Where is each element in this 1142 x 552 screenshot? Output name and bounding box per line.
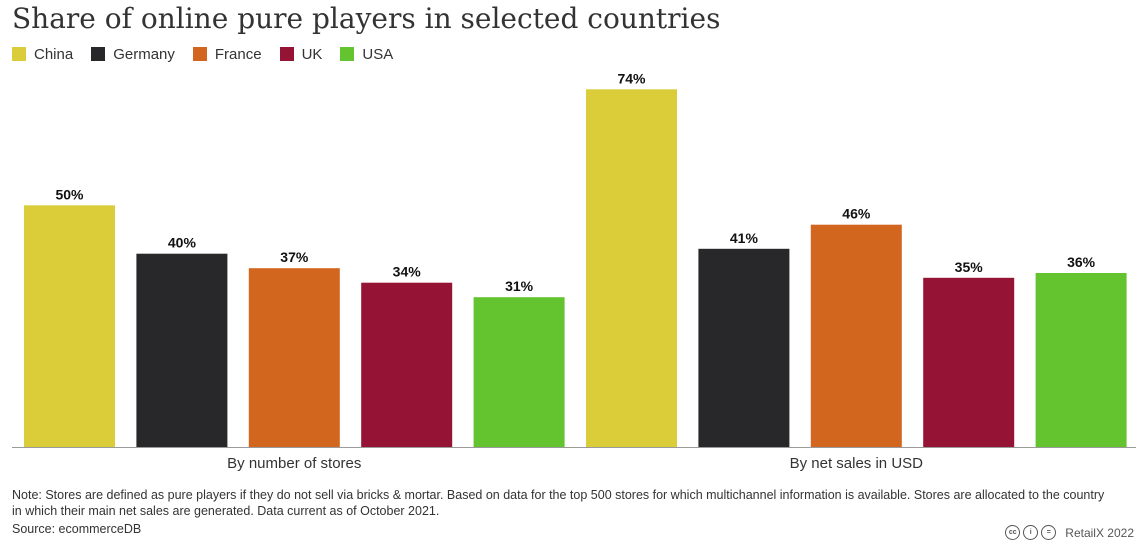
legend-swatch-usa	[340, 47, 355, 61]
legend: China Germany France UK USA	[12, 44, 393, 64]
legend-item-uk: UK	[279, 45, 323, 63]
legend-swatch-uk	[279, 47, 294, 61]
data-label-china-2: 74%	[617, 70, 646, 86]
legend-swatch-france	[192, 47, 207, 61]
bar-france-2	[810, 224, 902, 447]
bar-china-1	[24, 205, 115, 447]
legend-item-germany: Germany	[91, 46, 175, 63]
category-label-2: By net sales in USD	[790, 455, 924, 472]
legend-item-usa: USA	[340, 46, 393, 63]
chart-title: Share of online pure players in selected…	[12, 2, 721, 35]
bar-uk-1	[361, 282, 453, 447]
bar-germany-2	[698, 248, 790, 447]
legend-label-usa: USA	[362, 45, 394, 63]
legend-label-germany: Germany	[113, 45, 175, 63]
data-label-germany-2: 41%	[730, 230, 759, 246]
legend-swatch-china	[12, 47, 26, 61]
bar-chart: 50% 40% 37% 34% 31% By number of stores 74% 41%…	[12, 70, 1136, 472]
data-label-france-2: 46%	[842, 206, 871, 222]
source-text: Source: ecommerceDB	[12, 522, 142, 536]
legend-item-china: China	[12, 46, 73, 63]
category-label-1: By number of stores	[227, 455, 361, 472]
legend-label-uk: UK	[301, 45, 323, 63]
data-label-germany-1: 40%	[168, 235, 197, 251]
bar-china-2	[586, 89, 677, 448]
data-label-uk-2: 35%	[955, 259, 984, 275]
legend-label-france: France	[214, 45, 262, 63]
by-icon: i	[1023, 525, 1039, 540]
legend-item-france: France	[192, 45, 262, 63]
data-label-china-1: 50%	[55, 186, 84, 202]
legend-swatch-germany	[91, 47, 106, 61]
bar-usa-2	[1035, 273, 1127, 447]
cc-icon: cc	[1005, 525, 1021, 540]
credit-text: RetailX 2022	[1065, 525, 1134, 540]
bar-uk-2	[923, 277, 1015, 447]
legend-label-china: China	[34, 45, 74, 63]
bar-france-1	[248, 268, 340, 447]
credit: cc i = RetailX 2022	[1005, 525, 1134, 540]
data-label-usa-2: 36%	[1067, 254, 1096, 270]
data-label-usa-1: 31%	[505, 278, 534, 294]
bar-germany-1	[136, 253, 228, 447]
nd-icon: =	[1041, 525, 1057, 540]
data-label-france-1: 37%	[280, 249, 309, 265]
data-label-uk-1: 34%	[393, 264, 422, 280]
bar-usa-1	[473, 297, 565, 447]
footnote: Note: Stores are defined as pure players…	[12, 488, 1105, 518]
